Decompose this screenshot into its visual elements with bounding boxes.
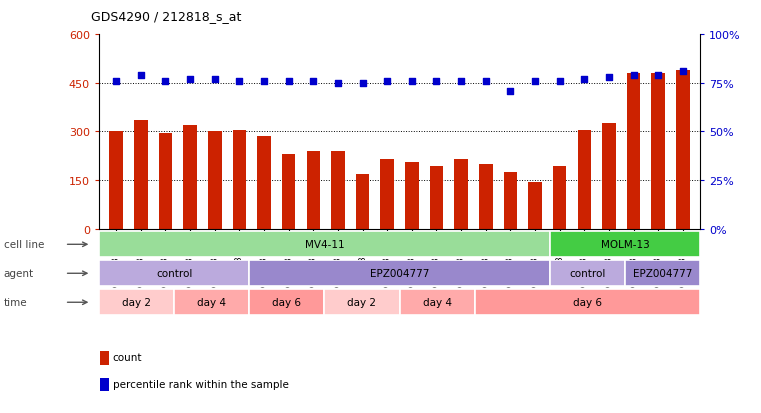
Bar: [430, 166, 443, 229]
Text: day 4: day 4: [197, 297, 226, 308]
Bar: [479, 164, 492, 229]
Text: day 6: day 6: [573, 297, 602, 308]
Point: [332, 80, 344, 87]
Bar: [282, 155, 295, 229]
Point: [159, 78, 171, 85]
Bar: [504, 173, 517, 229]
Bar: [651, 74, 665, 229]
Text: day 6: day 6: [272, 297, 301, 308]
Text: control: control: [156, 268, 193, 279]
Point: [307, 78, 320, 85]
Bar: [549, 232, 700, 258]
Bar: [208, 132, 221, 229]
Bar: [400, 290, 475, 316]
Bar: [250, 290, 324, 316]
Point: [110, 78, 123, 85]
Bar: [627, 74, 640, 229]
Text: GDS4290 / 212818_s_at: GDS4290 / 212818_s_at: [91, 10, 242, 23]
Bar: [307, 152, 320, 229]
Bar: [99, 290, 174, 316]
Bar: [405, 163, 419, 229]
Point: [455, 78, 467, 85]
Bar: [475, 290, 700, 316]
Text: EPZ004777: EPZ004777: [370, 268, 429, 279]
Text: time: time: [4, 297, 27, 308]
Point: [603, 74, 615, 81]
Point: [209, 76, 221, 83]
Bar: [174, 290, 250, 316]
Text: percentile rank within the sample: percentile rank within the sample: [113, 379, 288, 389]
Point: [234, 78, 246, 85]
Text: agent: agent: [4, 268, 34, 279]
Bar: [676, 71, 689, 229]
Bar: [257, 137, 271, 229]
Text: day 2: day 2: [348, 297, 377, 308]
Bar: [99, 232, 549, 258]
Text: day 4: day 4: [422, 297, 451, 308]
Text: MV4-11: MV4-11: [304, 240, 344, 250]
Text: control: control: [569, 268, 606, 279]
Bar: [553, 166, 566, 229]
Bar: [356, 174, 369, 229]
Point: [578, 76, 591, 83]
Bar: [233, 131, 246, 229]
Bar: [134, 121, 148, 229]
Bar: [380, 160, 394, 229]
Point: [135, 73, 147, 79]
Bar: [159, 134, 172, 229]
Bar: [578, 131, 591, 229]
Point: [282, 78, 295, 85]
Bar: [324, 290, 400, 316]
Bar: [625, 261, 700, 287]
Bar: [454, 160, 468, 229]
Point: [553, 78, 565, 85]
Bar: [602, 124, 616, 229]
Point: [356, 80, 368, 87]
Point: [431, 78, 443, 85]
Text: EPZ004777: EPZ004777: [633, 268, 693, 279]
Point: [652, 73, 664, 79]
Point: [677, 69, 689, 75]
Point: [258, 78, 270, 85]
Point: [381, 78, 393, 85]
Text: cell line: cell line: [4, 240, 44, 250]
Text: MOLM-13: MOLM-13: [600, 240, 649, 250]
Bar: [528, 182, 542, 229]
Point: [406, 78, 418, 85]
Point: [479, 78, 492, 85]
Point: [505, 88, 517, 95]
Point: [529, 78, 541, 85]
Text: day 2: day 2: [122, 297, 151, 308]
Point: [184, 76, 196, 83]
Point: [628, 73, 640, 79]
Bar: [549, 261, 625, 287]
Bar: [99, 261, 250, 287]
Bar: [331, 152, 345, 229]
Bar: [110, 132, 123, 229]
Bar: [250, 261, 549, 287]
Text: count: count: [113, 352, 142, 362]
Bar: [183, 126, 197, 229]
